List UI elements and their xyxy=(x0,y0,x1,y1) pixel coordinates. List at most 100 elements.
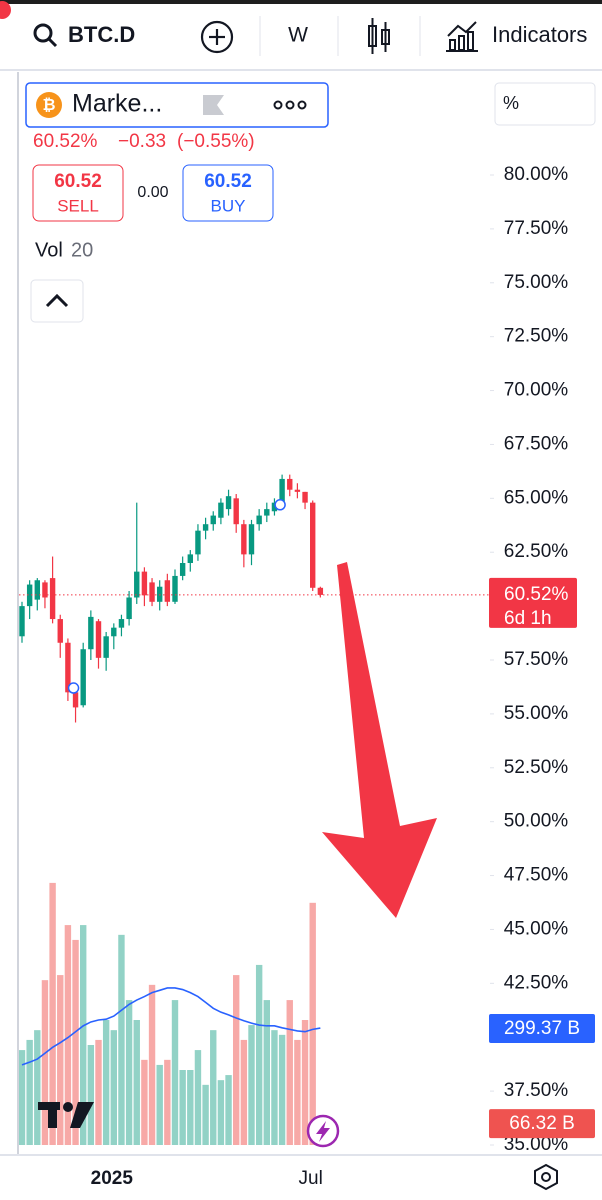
y-tick-label: 57.50% xyxy=(504,649,569,670)
last-pct: 60.52% xyxy=(33,131,98,152)
volume-bar xyxy=(118,934,125,1145)
candle-body xyxy=(88,616,94,650)
volume-ma-line xyxy=(21,987,321,1066)
collapse-button[interactable] xyxy=(30,279,84,323)
last-price-label: 60.52% xyxy=(504,584,569,605)
volume-bar xyxy=(210,1030,217,1145)
y-tick-label: 75.00% xyxy=(504,272,569,293)
volume-bar xyxy=(26,1039,33,1145)
candle-body xyxy=(149,582,155,602)
add-symbol-button[interactable] xyxy=(200,20,234,54)
volume-bar xyxy=(34,1030,41,1145)
buy-price: 60.52 xyxy=(204,171,252,192)
candle-body xyxy=(103,636,109,658)
more-button[interactable] xyxy=(273,100,307,110)
last-price-tag xyxy=(489,577,577,628)
search-icon[interactable] xyxy=(33,23,58,48)
symbol[interactable]: BTC.D xyxy=(68,22,135,47)
interval[interactable]: W xyxy=(288,24,308,47)
indicators-icon[interactable] xyxy=(446,21,478,52)
event-marker xyxy=(274,499,286,511)
candle-body xyxy=(49,578,56,620)
event-marker xyxy=(67,682,80,694)
volume-bar xyxy=(19,1050,26,1145)
candle-body xyxy=(19,606,25,637)
arrow-annotation xyxy=(322,562,437,918)
volume-bar xyxy=(80,925,87,1145)
candle-body xyxy=(317,587,324,595)
candle-body xyxy=(294,489,301,492)
volume-name: Vol xyxy=(35,239,63,261)
sell-price: 60.52 xyxy=(54,171,102,192)
candle-body xyxy=(72,692,79,708)
y-tick-label: 37.50% xyxy=(504,1080,569,1101)
overlay: 80.00% 77.50% 75.00% 72.50% 70.00% 67.50% 65.0… xyxy=(91,164,595,1189)
volume-bar xyxy=(57,975,64,1145)
candle-body xyxy=(34,580,40,600)
plot-area xyxy=(19,474,489,1145)
change-line: 60.52% −0.33 (−0.55%) xyxy=(33,131,255,152)
flag-icon[interactable] xyxy=(203,95,224,115)
scale-mode-button[interactable] xyxy=(494,82,596,126)
volume-bar xyxy=(194,1050,202,1145)
indicators-button[interactable]: Indicators xyxy=(492,22,587,47)
volume-bar xyxy=(294,1039,301,1145)
candle-body xyxy=(179,563,186,576)
chart-type-button[interactable] xyxy=(368,18,390,54)
volume-ma-tag xyxy=(489,1014,595,1044)
legend-box[interactable] xyxy=(25,82,329,128)
change-abs: −0.33 xyxy=(118,131,166,152)
volume-bar xyxy=(64,925,72,1145)
volume-bar xyxy=(141,1059,148,1145)
volume-bar xyxy=(133,1020,140,1145)
volume-bar xyxy=(309,902,316,1145)
candle-body xyxy=(287,478,293,490)
candle-body xyxy=(279,478,285,503)
y-tick-label: 70.00% xyxy=(504,380,569,401)
volume-ma-label: 299.37 B xyxy=(504,1018,580,1039)
candle-body xyxy=(302,491,308,503)
scale-mode: % xyxy=(503,93,519,113)
candle-body xyxy=(241,524,247,555)
candle-body xyxy=(218,502,224,518)
volume-bar xyxy=(217,1080,225,1145)
candle-body xyxy=(172,575,178,602)
candle-body xyxy=(164,580,171,602)
volume-label: 66.32 B xyxy=(509,1113,575,1134)
notification-dot xyxy=(0,1,11,19)
tradingview-logo xyxy=(38,1102,94,1128)
sell-button[interactable] xyxy=(32,164,124,222)
candle-body xyxy=(57,619,63,643)
volume-bar xyxy=(286,1000,293,1145)
candle-body xyxy=(233,498,239,525)
volume-bar xyxy=(125,1000,133,1145)
volume-bar xyxy=(233,975,240,1145)
candle-body xyxy=(187,554,193,563)
settings-button[interactable] xyxy=(534,1163,558,1191)
buy-button[interactable] xyxy=(182,164,274,222)
y-tick-label: 47.50% xyxy=(504,865,569,886)
candle-body xyxy=(210,515,216,525)
x-tick-label: Jul xyxy=(299,1168,323,1189)
y-tick-label: 55.00% xyxy=(504,703,569,724)
buy-label: BUY xyxy=(211,196,246,215)
y-tick-label: 62.50% xyxy=(504,541,569,562)
candle-body xyxy=(118,619,125,628)
candle-body xyxy=(310,502,316,588)
y-tick-label: 65.00% xyxy=(504,487,569,508)
volume-bar xyxy=(225,1075,232,1145)
volume-bar xyxy=(171,1000,179,1145)
y-tick-label: 72.50% xyxy=(504,326,569,347)
volume-bar xyxy=(156,1064,163,1145)
volume-bar xyxy=(248,1025,255,1145)
volume-bar xyxy=(271,1030,278,1145)
volume-bar xyxy=(72,939,79,1145)
y-tick-label: 67.50% xyxy=(504,433,569,454)
volume-bar xyxy=(41,980,49,1145)
candle-body xyxy=(65,642,71,693)
candle-body xyxy=(80,649,86,706)
chevron xyxy=(45,293,69,308)
volume-bar xyxy=(187,1070,194,1145)
